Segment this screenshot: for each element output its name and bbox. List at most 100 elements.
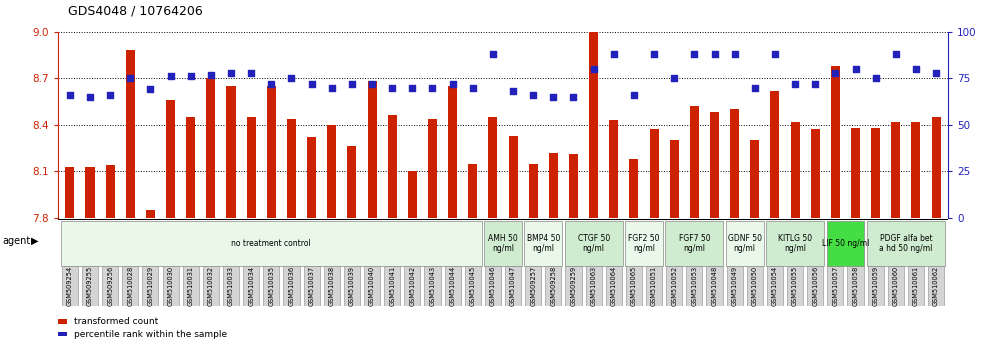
Text: FGF2 50
ng/ml: FGF2 50 ng/ml xyxy=(628,234,659,253)
Bar xyxy=(62,266,78,306)
Bar xyxy=(690,106,699,218)
Text: GSM510035: GSM510035 xyxy=(268,266,274,306)
Point xyxy=(465,85,481,91)
Bar xyxy=(468,164,477,218)
Text: GSM510053: GSM510053 xyxy=(691,266,697,306)
Bar xyxy=(767,266,783,306)
Point xyxy=(546,94,562,100)
Point xyxy=(625,92,641,98)
Bar xyxy=(891,122,900,218)
Bar xyxy=(263,266,279,306)
Point xyxy=(344,81,360,87)
Text: ▶: ▶ xyxy=(31,236,39,246)
Text: GSM510039: GSM510039 xyxy=(349,266,355,306)
Point xyxy=(424,85,440,91)
Point xyxy=(928,70,944,76)
Bar xyxy=(646,266,662,306)
Bar xyxy=(505,266,521,306)
Bar xyxy=(428,119,437,218)
Text: agent: agent xyxy=(2,236,30,246)
Text: GSM510037: GSM510037 xyxy=(309,266,315,306)
Bar xyxy=(387,115,396,218)
Bar xyxy=(424,266,440,306)
Text: FGF7 50
ng/ml: FGF7 50 ng/ml xyxy=(678,234,710,253)
Bar xyxy=(524,221,562,266)
Bar xyxy=(364,266,380,306)
Bar xyxy=(484,221,522,266)
Bar xyxy=(549,153,558,218)
Text: LIF 50 ng/ml: LIF 50 ng/ml xyxy=(822,239,870,248)
Point xyxy=(686,51,702,57)
Point xyxy=(103,92,119,98)
Point xyxy=(706,51,722,57)
Text: GSM510064: GSM510064 xyxy=(611,266,617,306)
Point xyxy=(787,81,803,87)
Bar xyxy=(629,159,638,218)
Bar xyxy=(206,78,215,218)
Bar xyxy=(287,119,296,218)
Point xyxy=(62,92,78,98)
Text: GSM509258: GSM509258 xyxy=(551,266,557,306)
Bar xyxy=(344,266,360,306)
Text: GSM510055: GSM510055 xyxy=(792,266,798,306)
Text: GDNF 50
ng/ml: GDNF 50 ng/ml xyxy=(728,234,762,253)
Bar xyxy=(448,86,457,218)
Bar xyxy=(750,140,759,218)
Point xyxy=(203,72,219,78)
Text: GSM510041: GSM510041 xyxy=(389,266,395,306)
Bar xyxy=(182,266,199,306)
Point xyxy=(767,51,783,57)
Text: GSM510050: GSM510050 xyxy=(752,266,758,306)
Bar xyxy=(284,266,300,306)
Text: GSM510042: GSM510042 xyxy=(409,266,415,306)
Point xyxy=(808,81,824,87)
Bar xyxy=(710,113,719,218)
Point xyxy=(828,70,844,76)
Point xyxy=(666,75,682,81)
Text: GSM510040: GSM510040 xyxy=(370,266,375,306)
Bar xyxy=(142,266,158,306)
Text: GSM510058: GSM510058 xyxy=(853,266,859,306)
Point xyxy=(505,88,521,94)
Text: GSM510046: GSM510046 xyxy=(490,266,496,306)
Point xyxy=(848,66,864,72)
Point xyxy=(646,51,662,57)
Text: CTGF 50
ng/ml: CTGF 50 ng/ml xyxy=(578,234,610,253)
Bar xyxy=(407,171,417,218)
Bar xyxy=(807,266,824,306)
Bar xyxy=(243,266,259,306)
Text: GSM510043: GSM510043 xyxy=(429,266,435,306)
Bar xyxy=(324,266,340,306)
Text: GSM509257: GSM509257 xyxy=(530,266,536,306)
Bar xyxy=(384,266,400,306)
Text: BMP4 50
ng/ml: BMP4 50 ng/ml xyxy=(527,234,560,253)
Text: GSM510063: GSM510063 xyxy=(591,266,597,306)
Text: AMH 50
ng/ml: AMH 50 ng/ml xyxy=(488,234,518,253)
Bar xyxy=(247,117,256,218)
Point xyxy=(566,94,582,100)
Bar xyxy=(887,266,904,306)
Bar xyxy=(444,266,461,306)
Bar xyxy=(747,266,763,306)
Bar xyxy=(404,266,420,306)
Bar xyxy=(304,266,320,306)
Bar xyxy=(186,117,195,218)
Bar xyxy=(666,266,682,306)
Point xyxy=(82,94,98,100)
Text: percentile rank within the sample: percentile rank within the sample xyxy=(74,330,227,339)
Bar xyxy=(872,128,880,218)
Point xyxy=(162,74,178,79)
Text: GSM510047: GSM510047 xyxy=(510,266,516,306)
Text: GSM510051: GSM510051 xyxy=(651,266,657,306)
Bar xyxy=(529,164,538,218)
Bar xyxy=(771,91,780,218)
Bar xyxy=(727,266,743,306)
Point xyxy=(123,75,138,81)
Point xyxy=(868,75,883,81)
Point xyxy=(727,51,743,57)
Point xyxy=(606,51,622,57)
Point xyxy=(182,74,198,79)
Bar xyxy=(669,140,678,218)
Point xyxy=(887,51,903,57)
Point xyxy=(304,81,320,87)
